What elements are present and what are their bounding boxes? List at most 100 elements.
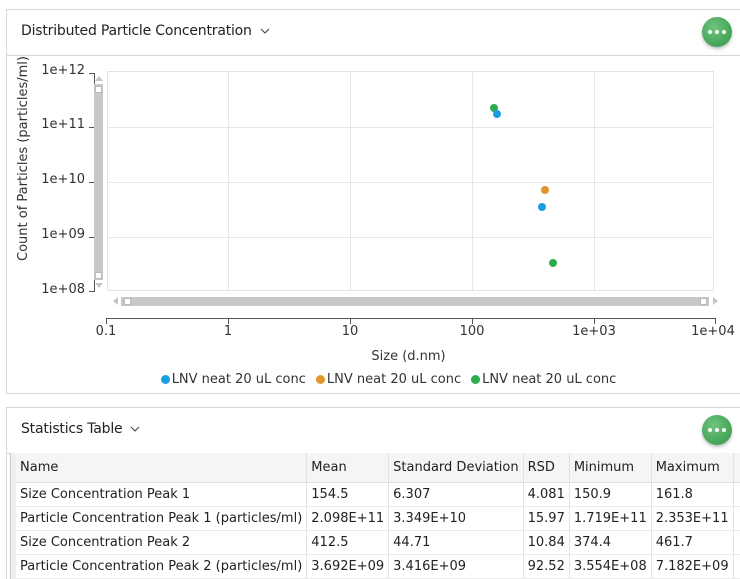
y-tick-label: 1e+09 (41, 227, 85, 242)
legend-label: LNV neat 20 uL conc (326, 372, 462, 387)
cell-maximum: 7.182E+09 (651, 554, 734, 579)
x-tick (715, 318, 716, 324)
grid-line (472, 72, 473, 290)
statistics-table-container: Name Mean Standard Deviation RSD Minimum… (10, 453, 740, 579)
x-axis-title: Size (d.nm) (371, 349, 446, 364)
legend-marker-icon (315, 375, 325, 384)
y-axis-zoom-scrollbar[interactable] (92, 76, 104, 288)
dot-icon (715, 428, 719, 432)
legend-marker-icon (160, 375, 170, 384)
x-tick-label: 1 (223, 324, 233, 339)
data-point-series-2[interactable] (541, 186, 549, 194)
column-header-standard-deviation[interactable]: Standard Deviation (388, 453, 524, 483)
dot-icon (722, 428, 726, 432)
legend-marker-icon (471, 375, 481, 384)
column-header-maximum[interactable]: Maximum (651, 453, 734, 483)
table-header-row: Name Mean Standard Deviation RSD Minimum… (16, 453, 740, 483)
grid-line (108, 237, 713, 238)
x-tick (594, 318, 595, 324)
statistics-panel: Statistics Table Name Mean Standard Devi… (6, 407, 740, 579)
cell-standard-deviation: 44.71 (388, 530, 524, 555)
legend-item[interactable]: LNV neat 20 uL conc (315, 372, 462, 387)
x-tick-label: 100 (459, 324, 485, 339)
cell-name: Particle Concentration Peak 1 (particles… (16, 506, 308, 531)
scroll-up-arrow-icon[interactable] (95, 76, 103, 81)
y-tick (89, 237, 95, 238)
column-header-mean[interactable]: Mean (306, 453, 390, 483)
x-tick (350, 318, 351, 324)
scrollbar-top-handle[interactable] (95, 86, 102, 93)
cell-filler (733, 482, 740, 507)
table-row[interactable]: Particle Concentration Peak 2 (particles… (16, 554, 740, 579)
column-header-name[interactable]: Name (16, 453, 308, 483)
scrollbar-left-handle[interactable] (124, 298, 131, 305)
cell-name: Size Concentration Peak 1 (16, 482, 308, 507)
cell-minimum: 1.719E+11 (569, 506, 652, 531)
cell-standard-deviation: 6.307 (388, 482, 524, 507)
grid-line (594, 72, 595, 290)
cell-maximum: 2.353E+11 (651, 506, 734, 531)
data-point-series-3[interactable] (549, 259, 557, 267)
plot-area[interactable] (107, 71, 714, 291)
column-header-filler (733, 453, 740, 483)
chart-panel: Distributed Particle Concentration Count… (6, 9, 740, 394)
x-tick (106, 318, 107, 324)
chart-more-options-button[interactable] (702, 17, 732, 47)
y-tick-label: 1e+12 (41, 63, 85, 78)
scroll-down-arrow-icon[interactable] (95, 283, 103, 288)
cell-minimum: 374.4 (569, 530, 652, 555)
dot-icon (708, 30, 712, 34)
legend-label: LNV neat 20 uL conc (482, 372, 617, 387)
chart-title-dropdown[interactable]: Distributed Particle Concentration (21, 23, 270, 39)
table-row[interactable]: Particle Concentration Peak 1 (particles… (16, 506, 740, 531)
cell-rsd: 10.84 (523, 530, 570, 555)
scrollbar-bottom-handle[interactable] (95, 272, 102, 279)
legend-item[interactable]: LNV neat 20 uL conc (160, 372, 306, 387)
grid-line (108, 182, 713, 183)
cell-mean: 154.5 (306, 482, 390, 507)
scrollbar-right-handle[interactable] (700, 298, 707, 305)
y-tick (89, 127, 95, 128)
cell-rsd: 15.97 (523, 506, 570, 531)
x-tick-label: 1e+04 (691, 324, 735, 339)
stats-title-dropdown[interactable]: Statistics Table (21, 421, 140, 437)
stats-title: Statistics Table (21, 421, 123, 437)
column-header-minimum[interactable]: Minimum (569, 453, 652, 483)
data-point-series-1[interactable] (493, 110, 501, 118)
y-axis-title: Count of Particles (particles/ml) (16, 56, 31, 261)
cell-mean: 3.692E+09 (306, 554, 390, 579)
x-tick-label: 0.1 (95, 324, 117, 339)
data-point-series-1[interactable] (538, 203, 546, 211)
scroll-left-arrow-icon[interactable] (113, 297, 118, 305)
cell-minimum: 3.554E+08 (569, 554, 652, 579)
x-tick-label: 10 (341, 324, 359, 339)
column-header-rsd[interactable]: RSD (523, 453, 570, 483)
stats-more-options-button[interactable] (702, 415, 732, 445)
table-row[interactable]: Size Concentration Peak 1 154.5 6.307 4.… (16, 482, 740, 507)
statistics-table: Name Mean Standard Deviation RSD Minimum… (16, 453, 740, 579)
chevron-down-icon (131, 426, 140, 432)
scrollbar-track[interactable] (94, 84, 103, 280)
dot-icon (708, 428, 712, 432)
table-row[interactable]: Size Concentration Peak 2 412.5 44.71 10… (16, 530, 740, 555)
x-axis-zoom-scrollbar[interactable] (113, 295, 718, 307)
chart-panel-header: Distributed Particle Concentration (7, 10, 740, 56)
cell-minimum: 150.9 (569, 482, 652, 507)
cell-rsd: 4.081 (523, 482, 570, 507)
dot-icon (715, 30, 719, 34)
scrollbar-track[interactable] (121, 297, 709, 306)
cell-maximum: 461.7 (651, 530, 734, 555)
x-tick (228, 318, 229, 324)
cell-name: Particle Concentration Peak 2 (particles… (16, 554, 308, 579)
data-point-series-3[interactable] (490, 104, 498, 112)
grid-line (350, 72, 351, 290)
stats-panel-header: Statistics Table (7, 408, 740, 454)
cell-filler (733, 554, 740, 579)
cell-filler (733, 530, 740, 555)
y-tick (89, 291, 95, 292)
x-tick-label: 1e+03 (572, 324, 616, 339)
cell-rsd: 92.52 (523, 554, 570, 579)
legend-item[interactable]: LNV neat 20 uL conc (471, 372, 616, 387)
scroll-right-arrow-icon[interactable] (713, 297, 718, 305)
y-axis-labels: 1e+12 1e+11 1e+10 1e+09 1e+08 (31, 10, 85, 310)
